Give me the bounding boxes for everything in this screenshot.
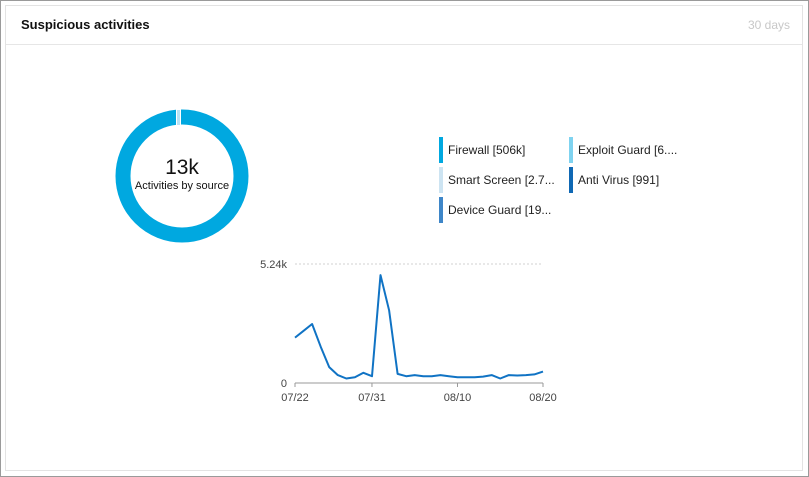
x-axis-ticks: 07/22 07/31 08/10 08/20 [281, 383, 557, 404]
data-point[interactable] [530, 370, 538, 378]
legend-label: Anti Virus [991] [578, 173, 660, 187]
legend-swatch [439, 167, 443, 193]
data-point[interactable] [402, 372, 410, 380]
legend-swatch [439, 197, 443, 223]
legend-label: Firewall [506k] [448, 143, 526, 157]
legend-swatch [569, 167, 573, 193]
legend-label: Exploit Guard [6.... [578, 143, 678, 157]
data-point[interactable] [471, 373, 479, 381]
data-point[interactable] [342, 375, 350, 383]
x-tick-label: 07/22 [281, 392, 309, 404]
data-point[interactable] [359, 369, 367, 377]
legend-label: Smart Screen [2.7... [448, 173, 555, 187]
data-point[interactable] [505, 371, 513, 379]
data-point[interactable] [436, 371, 444, 379]
donut-total-value: 13k [165, 156, 199, 179]
data-point[interactable] [488, 371, 496, 379]
x-tick-label: 07/31 [358, 392, 386, 404]
donut-caption: Activities by source [134, 180, 230, 192]
legend-swatch [439, 137, 443, 163]
y-axis-max-label: 5.24k [260, 259, 287, 271]
activity-trend-chart[interactable]: 5.24k 0 07/22 07/31 08/10 08/20 [251, 249, 561, 409]
legend-label: Device Guard [19... [448, 203, 552, 217]
data-point[interactable] [419, 372, 427, 380]
data-point[interactable] [377, 271, 385, 279]
activities-donut-chart[interactable] [115, 109, 249, 243]
data-point[interactable] [300, 327, 308, 335]
data-point[interactable] [522, 371, 530, 379]
data-point[interactable] [368, 372, 376, 380]
x-tick-label: 08/20 [529, 392, 557, 404]
card-header: Suspicious activities 30 days [6, 6, 802, 45]
data-point[interactable] [291, 334, 299, 342]
card-title: Suspicious activities [21, 17, 150, 32]
data-point[interactable] [428, 372, 436, 380]
data-point[interactable] [445, 372, 453, 380]
data-point[interactable] [513, 372, 521, 380]
data-point[interactable] [317, 343, 325, 351]
time-range-label[interactable]: 30 days [747, 18, 790, 32]
data-point[interactable] [334, 371, 342, 379]
series-line [294, 274, 544, 380]
data-point[interactable] [454, 373, 462, 381]
donut-ring [115, 109, 249, 243]
data-point[interactable] [411, 371, 419, 379]
card-body: Suspicious activities 30 days [5, 5, 803, 471]
data-point[interactable] [539, 368, 547, 376]
donut-slice-minor [177, 110, 180, 125]
data-point[interactable] [385, 306, 393, 314]
legend-swatch [569, 137, 573, 163]
y-axis-min-label: 0 [281, 378, 287, 390]
x-tick-label: 08/10 [444, 392, 472, 404]
data-point[interactable] [394, 370, 402, 378]
data-point[interactable] [325, 363, 333, 371]
data-point[interactable] [462, 373, 470, 381]
data-point[interactable] [496, 375, 504, 383]
data-point[interactable] [351, 373, 359, 381]
data-point[interactable] [308, 320, 316, 328]
data-point[interactable] [479, 373, 487, 381]
